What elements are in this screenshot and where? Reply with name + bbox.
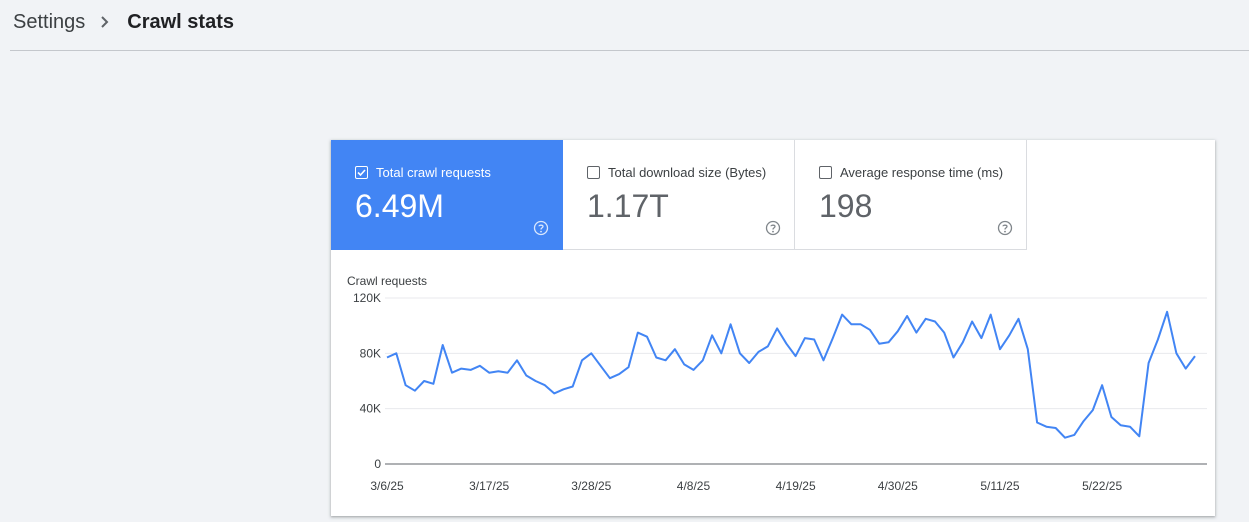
help-circle-icon[interactable]	[765, 220, 781, 236]
x-tick-label: 3/28/25	[571, 479, 611, 493]
tile-average-response-time[interactable]: Average response time (ms) 198	[795, 140, 1027, 250]
x-tick-label: 4/8/25	[677, 479, 711, 493]
tile-label: Total crawl requests	[376, 165, 491, 180]
y-tick-label: 40K	[360, 402, 381, 416]
checkbox-icon[interactable]	[819, 166, 832, 179]
tile-value: 1.17T	[587, 188, 669, 224]
y-tick-label: 120K	[353, 291, 381, 305]
y-tick-label: 80K	[360, 346, 381, 360]
page-header: Settings Crawl stats	[0, 0, 1249, 51]
series-line-crawl-requests[interactable]	[386, 310, 1196, 439]
checkbox-icon[interactable]	[355, 166, 368, 179]
metric-tiles: Total crawl requests 6.49M Total downloa…	[331, 140, 1027, 250]
tile-label: Total download size (Bytes)	[608, 165, 767, 180]
checkbox-icon[interactable]	[587, 166, 600, 179]
x-tick-label: 4/30/25	[878, 479, 918, 493]
x-tick-label: 5/22/25	[1082, 479, 1122, 493]
x-tick-label: 3/6/25	[370, 479, 404, 493]
crawl-requests-chart: Crawl requests 0 40K 80K 120K 3/6/25 3/17/25 3…	[331, 250, 1215, 516]
breadcrumb-settings-link[interactable]: Settings	[13, 10, 86, 33]
chevron-right-icon	[99, 15, 111, 29]
help-circle-icon[interactable]	[533, 220, 549, 236]
tile-total-download-size[interactable]: Total download size (Bytes) 1.17T	[563, 140, 795, 250]
page-title: Crawl stats	[127, 10, 234, 33]
tile-total-crawl-requests[interactable]: Total crawl requests 6.49M	[331, 140, 563, 250]
help-circle-icon[interactable]	[997, 220, 1013, 236]
header-divider	[10, 50, 1249, 51]
chart-title: Crawl requests	[347, 274, 428, 288]
tile-value: 198	[819, 188, 873, 224]
breadcrumb: Settings Crawl stats	[13, 9, 234, 35]
x-tick-label: 5/11/25	[980, 479, 1019, 493]
x-tick-label: 4/19/25	[776, 479, 816, 493]
crawl-stats-card: Total crawl requests 6.49M Total downloa…	[331, 140, 1215, 516]
x-tick-label: 3/17/25	[469, 479, 509, 493]
tile-label: Average response time (ms)	[840, 165, 1004, 180]
tile-value: 6.49M	[355, 188, 444, 224]
y-tick-label: 0	[374, 457, 381, 471]
chart-svg: 0 40K 80K 120K 3/6/25 3/17/25 3/28/25 4/8/25 4/1…	[353, 291, 1207, 493]
